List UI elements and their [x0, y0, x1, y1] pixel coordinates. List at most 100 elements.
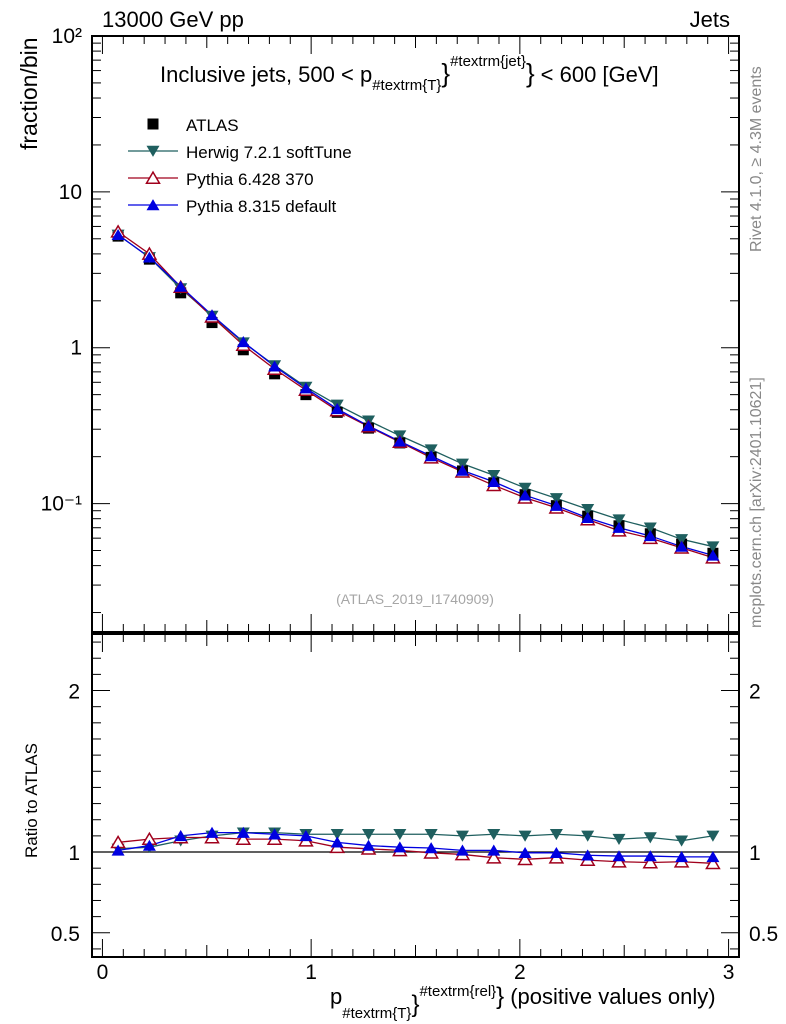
data-point-herwig — [581, 504, 595, 516]
ratio-point-pythia6 — [611, 854, 627, 868]
data-point-pythia8 — [362, 420, 376, 432]
ratio-point-pythia6 — [235, 831, 252, 846]
ratio-point-pythia6 — [705, 856, 721, 870]
ratio-panel-frame — [91, 633, 740, 958]
y-tick-label: 10 — [59, 181, 82, 204]
ratio-series — [110, 826, 721, 870]
data-point-herwig — [706, 541, 720, 553]
series-line-pythia8 — [117, 234, 714, 557]
ratio-point-pythia8 — [643, 850, 657, 862]
data-point-herwig — [643, 522, 657, 534]
ratio-point-pythia8 — [487, 844, 501, 856]
data-point-pythia8 — [675, 540, 689, 552]
data-point-pythia8 — [330, 403, 344, 415]
ratio-line-herwig — [118, 831, 714, 850]
main-title: Inclusive jets, 500 < p#textrm{T}}#textr… — [160, 53, 659, 94]
data-point-herwig — [549, 493, 563, 505]
ratio-point-pythia8 — [299, 830, 313, 842]
mcplots-label: mcplots.cern.ch [arXiv:2401.10621] — [748, 377, 765, 628]
data-point-pythia8 — [581, 511, 595, 524]
legend-marker-atlas — [147, 118, 159, 130]
ratio-point-pythia8 — [205, 826, 219, 838]
ratio-y-tick-label-right: 0.5 — [749, 923, 778, 946]
ratio-point-pythia8 — [330, 836, 344, 848]
ratio-point-herwig — [455, 830, 469, 842]
ratio-point-herwig — [362, 829, 376, 841]
ratio-point-herwig — [549, 829, 563, 841]
ratio-y-tick-label-left: 2 — [68, 681, 80, 704]
legend-label-atlas: ATLAS — [186, 116, 239, 135]
ratio-y-tick-label-left: 1 — [68, 842, 80, 865]
legend-marker-pythia8 — [146, 199, 160, 211]
ratio-point-pythia8 — [236, 826, 250, 838]
ratio-point-pythia8 — [362, 839, 376, 851]
x-tick-label: 3 — [723, 961, 735, 984]
data-point-pythia8 — [518, 489, 532, 501]
ratio-point-pythia8 — [142, 839, 156, 851]
ratio-point-pythia8 — [706, 851, 720, 863]
data-point-pythia8 — [424, 450, 438, 462]
series-line-herwig — [117, 234, 714, 548]
header-right: Jets — [690, 7, 730, 32]
ratio-point-herwig — [393, 829, 407, 841]
ratio-point-herwig — [643, 832, 657, 844]
legend-marker-pythia6 — [145, 170, 161, 184]
main-ylabel: fraction/bin — [16, 37, 42, 150]
x-tick-label: 1 — [305, 961, 317, 984]
y-tick-label: 10⁻¹ — [41, 493, 82, 516]
ratio-point-pythia8 — [424, 842, 438, 854]
ratio-y-tick-label-left: 0.5 — [51, 923, 80, 946]
data-point-herwig — [455, 458, 469, 470]
ratio-point-pythia8 — [174, 830, 188, 842]
data-point-pythia8 — [174, 280, 188, 292]
analysis-watermark: (ATLAS_2019_I1740909) — [336, 591, 494, 607]
data-point-pythia8 — [706, 549, 720, 561]
legend: ATLAS Herwig 7.2.1 softTune Pythia 6.428 3… — [128, 116, 352, 216]
series-line-pythia6 — [117, 231, 714, 559]
legend-label-pythia8: Pythia 8.315 default — [186, 197, 337, 216]
ratio-point-pythia8 — [518, 846, 532, 859]
data-point-pythia8 — [643, 530, 657, 542]
ratio-point-pythia8 — [612, 850, 626, 862]
data-point-pythia8 — [236, 336, 250, 348]
data-point-pythia8 — [612, 521, 626, 533]
legend-marker-herwig — [146, 145, 160, 157]
data-point-pythia8 — [393, 435, 407, 447]
main-series — [110, 224, 721, 564]
ratio-axes: 0.5 0.5 1 1 2 2 0 1 2 3 — [51, 634, 778, 984]
ratio-point-pythia8 — [455, 844, 469, 856]
data-point-herwig — [424, 444, 438, 456]
ratio-y-tick-label-right: 2 — [749, 681, 761, 704]
data-point-herwig — [675, 534, 689, 546]
ratio-point-pythia6 — [485, 850, 502, 864]
ratio-point-herwig — [612, 833, 626, 845]
main-axes: 10⁻¹ 1 10 10² — [41, 25, 739, 632]
y-tick-label: 1 — [70, 337, 82, 360]
x-tick-label: 2 — [514, 961, 526, 984]
ratio-point-pythia8 — [581, 849, 595, 861]
ratio-ylabel: Ratio to ATLAS — [22, 743, 41, 858]
data-point-pythia8 — [268, 360, 282, 372]
legend-label-pythia6: Pythia 6.428 370 — [186, 170, 314, 189]
data-point-pythia8 — [205, 309, 219, 321]
ratio-point-pythia8 — [268, 828, 282, 840]
ratio-point-herwig — [330, 829, 344, 841]
ratio-point-pythia6 — [517, 851, 533, 866]
data-point-herwig — [612, 514, 626, 526]
ratio-point-herwig — [581, 830, 595, 842]
y-tick-label: 10² — [52, 25, 82, 48]
data-point-herwig — [487, 470, 501, 482]
data-point-herwig — [518, 482, 532, 494]
header-left: 13000 GeV pp — [102, 7, 244, 32]
ratio-point-herwig — [424, 829, 438, 841]
ratio-y-tick-label-right: 1 — [749, 842, 761, 865]
x-axis-label: p#textrm{T}}#textrm{rel}} (positive value… — [330, 983, 716, 1022]
ratio-point-pythia8 — [675, 851, 689, 863]
x-tick-label: 0 — [97, 961, 109, 984]
ratio-point-herwig — [518, 830, 532, 842]
data-point-pythia8 — [299, 382, 313, 394]
legend-label-herwig: Herwig 7.2.1 softTune — [186, 143, 352, 162]
ratio-point-pythia8 — [393, 841, 407, 853]
ratio-point-pythia8 — [549, 846, 563, 859]
